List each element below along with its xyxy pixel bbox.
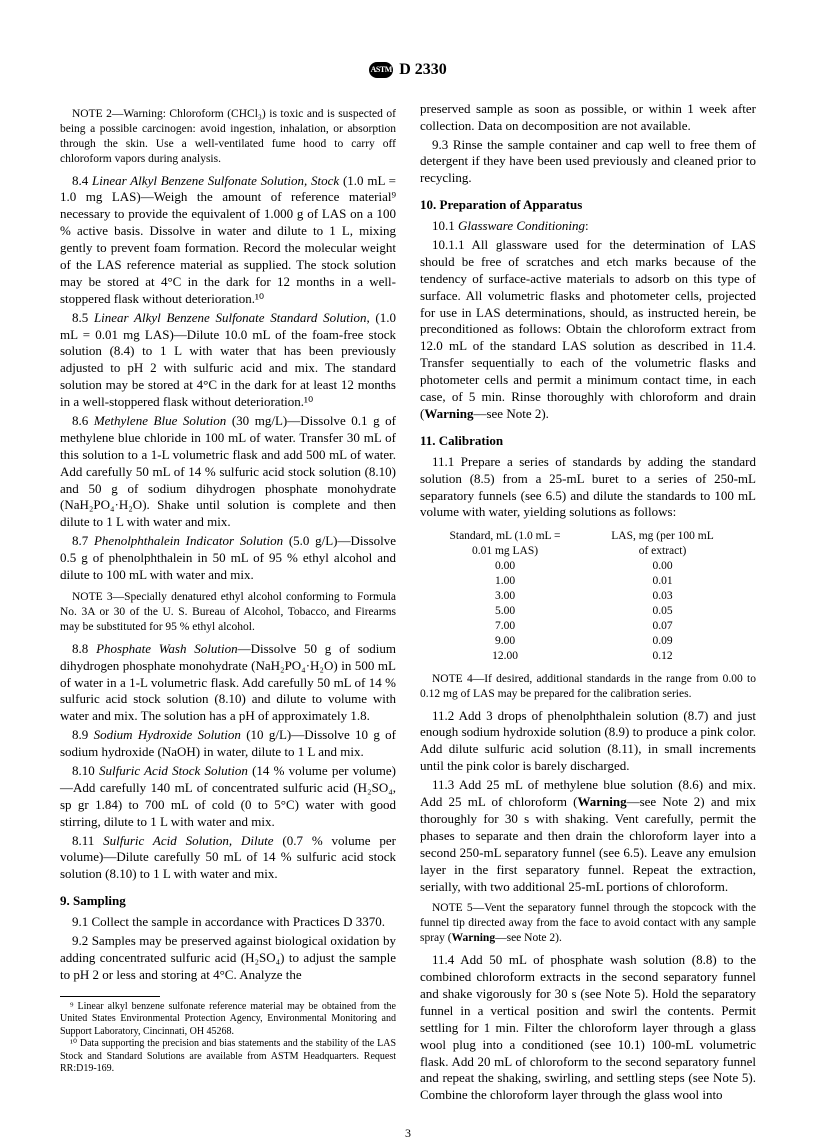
two-column-layout: NOTE 2—Warning: Chloroform (CHCl₃) is to…	[60, 101, 756, 1106]
para-9-1: 9.1 Collect the sample in accordance wit…	[60, 914, 396, 931]
footnote-10: ¹⁰ Data supporting the precision and bia…	[60, 1038, 396, 1076]
footnote-divider	[60, 996, 160, 997]
table-header-left: Standard, mL (1.0 mL =0.01 mg LAS)	[420, 529, 590, 559]
page-header: ASTM D 2330	[60, 60, 756, 81]
para-9-2: 9.2 Samples may be preserved against bio…	[60, 933, 396, 984]
footnote-9: ⁹ Linear alkyl benzene sulfonate referen…	[60, 1001, 396, 1039]
doc-number: D 2330	[399, 60, 447, 81]
section-10-heading: 10. Preparation of Apparatus	[420, 197, 756, 214]
para-11-3: 11.3 Add 25 mL of methylene blue solutio…	[420, 777, 756, 895]
para-10-1: 10.1 Glassware Conditioning:	[420, 218, 756, 235]
note-3: NOTE 3—Specially denatured ethyl alcohol…	[60, 590, 396, 635]
para-9-2-cont: preserved sample as soon as possible, or…	[420, 101, 756, 135]
para-8-7: 8.7 Phenolphthalein Indicator Solution (…	[60, 533, 396, 584]
para-11-4: 11.4 Add 50 mL of phosphate wash solutio…	[420, 952, 756, 1104]
table-row: 1.000.01	[420, 574, 756, 589]
para-8-8: 8.8 Phosphate Wash Solution—Dissolve 50 …	[60, 641, 396, 725]
left-column: NOTE 2—Warning: Chloroform (CHCl₃) is to…	[60, 101, 396, 1106]
table-header-row: Standard, mL (1.0 mL =0.01 mg LAS) LAS, …	[420, 529, 756, 559]
para-10-1-1: 10.1.1 All glassware used for the determ…	[420, 237, 756, 423]
para-8-6: 8.6 Methylene Blue Solution (30 mg/L)—Di…	[60, 413, 396, 531]
table-row: 9.000.09	[420, 634, 756, 649]
para-8-11: 8.11 Sulfuric Acid Solution, Dilute (0.7…	[60, 833, 396, 884]
table-row: 0.000.00	[420, 559, 756, 574]
page-number: 3	[60, 1126, 756, 1142]
table-row: 3.000.03	[420, 589, 756, 604]
para-11-2: 11.2 Add 3 drops of phenolphthalein solu…	[420, 708, 756, 776]
para-8-10: 8.10 Sulfuric Acid Stock Solution (14 % …	[60, 763, 396, 831]
note-4: NOTE 4—If desired, additional standards …	[420, 672, 756, 702]
para-8-4: 8.4 Linear Alkyl Benzene Sulfonate Solut…	[60, 173, 396, 308]
astm-logo: ASTM	[369, 62, 393, 78]
note-2: NOTE 2—Warning: Chloroform (CHCl₃) is to…	[60, 107, 396, 167]
section-11-heading: 11. Calibration	[420, 433, 756, 450]
para-8-5: 8.5 Linear Alkyl Benzene Sulfonate Stand…	[60, 310, 396, 411]
para-11-1: 11.1 Prepare a series of standards by ad…	[420, 454, 756, 522]
table-row: 7.000.07	[420, 619, 756, 634]
right-column: preserved sample as soon as possible, or…	[420, 101, 756, 1106]
para-8-9: 8.9 Sodium Hydroxide Solution (10 g/L)—D…	[60, 727, 396, 761]
section-9-heading: 9. Sampling	[60, 893, 396, 910]
calibration-table: Standard, mL (1.0 mL =0.01 mg LAS) LAS, …	[420, 529, 756, 663]
note-5: NOTE 5—Vent the separatory funnel throug…	[420, 901, 756, 946]
table-header-right: LAS, mg (per 100 mLof extract)	[590, 529, 735, 559]
table-row: 5.000.05	[420, 604, 756, 619]
para-9-3: 9.3 Rinse the sample container and cap w…	[420, 137, 756, 188]
table-row: 12.000.12	[420, 649, 756, 664]
